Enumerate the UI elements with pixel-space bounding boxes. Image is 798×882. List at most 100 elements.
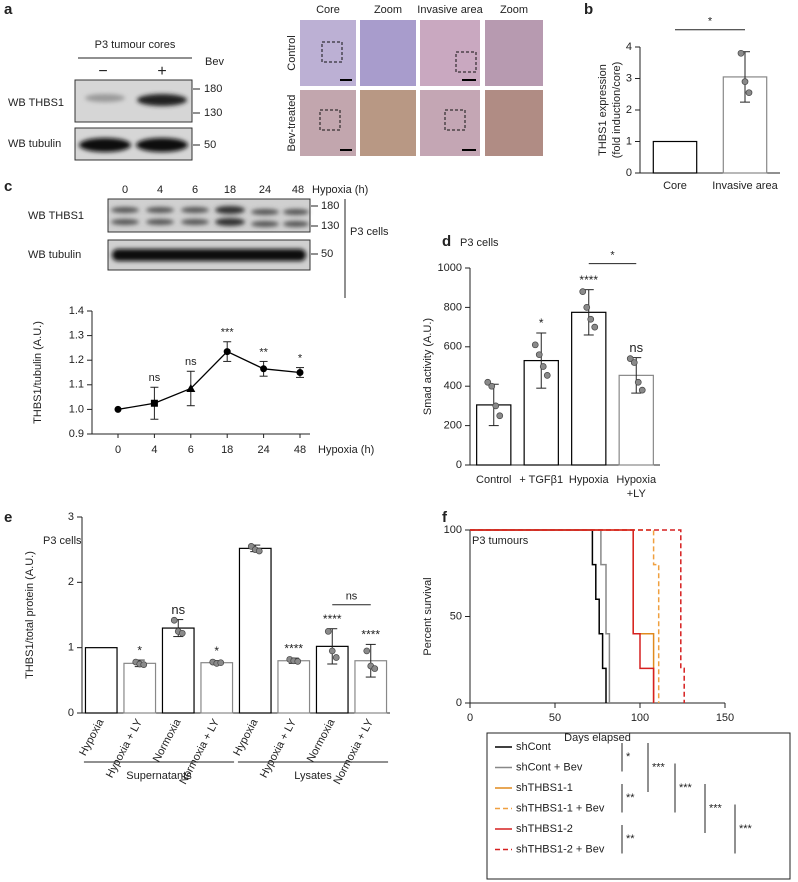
y-tick-label: 0 xyxy=(68,707,74,719)
data-point xyxy=(150,399,158,407)
x-tick-label: Normoxia xyxy=(151,716,184,764)
x-tick-label: Hypoxia + LY xyxy=(258,717,299,781)
chart-title: P3 tumours xyxy=(472,535,529,547)
data-point xyxy=(114,405,122,413)
bracket-label: * xyxy=(610,250,615,262)
data-point xyxy=(535,351,543,359)
x-tick-label: 50 xyxy=(549,712,561,724)
data-point xyxy=(178,629,186,637)
significance: * xyxy=(539,316,544,330)
legend-label: shTHBS1-2 + Bev xyxy=(516,843,605,855)
chart-title: P3 cells xyxy=(43,535,82,547)
significance: *** xyxy=(221,327,235,339)
legend-bracket-label: *** xyxy=(709,802,723,814)
data-point xyxy=(371,665,379,672)
legend-bracket-label: ** xyxy=(626,792,635,804)
zoom-box xyxy=(321,41,343,63)
chart-title: P3 cells xyxy=(460,237,499,249)
marker: 130 xyxy=(321,220,339,232)
bracket-label: * xyxy=(708,16,713,28)
histology-column: Zoom xyxy=(374,4,402,16)
y-tick-label: 1.0 xyxy=(69,403,84,415)
y-tick-label: 400 xyxy=(444,380,462,392)
data-line xyxy=(117,350,301,411)
panel-label: c xyxy=(4,178,12,195)
group-label: Supernatants xyxy=(126,770,192,782)
data-point xyxy=(488,382,496,390)
timepoint: 4 xyxy=(157,184,163,196)
blot-band xyxy=(79,138,131,152)
data-point xyxy=(296,369,304,376)
significance: **** xyxy=(284,641,303,655)
data-point xyxy=(737,49,745,57)
y-tick-label: 0.9 xyxy=(69,428,84,440)
x-tick-label: Control xyxy=(476,474,511,486)
y-tick-label: 1.3 xyxy=(69,330,84,342)
data-point xyxy=(583,304,591,311)
y-axis-label: Smad activity (A.U.) xyxy=(422,318,434,415)
x-tick-label: Normoxia xyxy=(305,716,338,764)
y-axis-label: THBS1 expression xyxy=(597,64,609,156)
y-tick-label: 100 xyxy=(444,524,462,536)
data-point xyxy=(745,89,753,97)
blot-band xyxy=(85,94,125,102)
y-axis-label: THBS1/tubulin (A.U.) xyxy=(32,321,44,424)
data-point xyxy=(492,402,500,410)
histology-column: Core xyxy=(316,4,340,16)
y-tick-label: 3 xyxy=(68,511,74,523)
micrograph xyxy=(300,90,356,156)
y-tick-label: 2 xyxy=(626,104,632,116)
bar xyxy=(123,662,157,714)
data-point xyxy=(484,378,492,386)
significance: * xyxy=(214,644,219,658)
blot-condition: Hypoxia (h) xyxy=(312,184,368,196)
y-tick-label: 3 xyxy=(626,72,632,84)
blot-row-label: WB tubulin xyxy=(8,138,61,150)
y-tick-label: 1 xyxy=(626,135,632,147)
x-tick-label: 100 xyxy=(631,712,649,724)
micrograph xyxy=(360,90,416,156)
bar xyxy=(161,627,195,714)
timepoint: 6 xyxy=(192,184,198,196)
marker: 50 xyxy=(204,139,216,151)
data-point xyxy=(170,616,178,624)
data-point xyxy=(217,659,225,667)
x-tick-label: 48 xyxy=(294,444,306,456)
y-tick-label: 1 xyxy=(68,642,74,654)
data-point xyxy=(363,647,371,655)
marker: 180 xyxy=(321,200,339,212)
data-point xyxy=(634,378,642,386)
timepoint: 18 xyxy=(224,184,236,196)
legend-bracket-label: *** xyxy=(679,782,693,794)
zoom-box xyxy=(455,51,477,73)
y-axis-label: (fold induction/core) xyxy=(611,62,623,159)
x-tick-label: 150 xyxy=(716,712,734,724)
survival-curve xyxy=(470,529,685,703)
y-tick-label: 600 xyxy=(444,341,462,353)
y-axis-label: Percent survival xyxy=(422,577,434,655)
blot-row-label: WB THBS1 xyxy=(28,210,84,222)
x-tick-label: Normoxia + LY xyxy=(331,717,376,787)
data-point xyxy=(332,654,340,661)
legend-label: shTHBS1-1 + Bev xyxy=(516,802,605,814)
x-tick-label: 6 xyxy=(188,444,194,456)
data-point xyxy=(543,372,551,379)
micrograph xyxy=(360,20,416,86)
data-point xyxy=(531,341,539,349)
x-axis-label: Days elapsed xyxy=(564,732,631,744)
y-axis-label: THBS1/total protein (A.U.) xyxy=(24,551,36,679)
significance: **** xyxy=(323,612,342,626)
timepoint: 24 xyxy=(259,184,271,196)
survival-curve xyxy=(470,529,611,703)
x-tick-label: + TGFβ1 xyxy=(519,474,563,486)
panel-label: f xyxy=(442,509,448,526)
timepoint: 0 xyxy=(122,184,128,196)
significance: **** xyxy=(579,273,598,287)
survival-curve xyxy=(470,529,660,703)
x-tick-label: Invasive area xyxy=(712,180,778,192)
blot-band xyxy=(112,249,306,261)
legend-box xyxy=(486,732,791,880)
marker: 130 xyxy=(204,107,222,119)
x-tick-label: 24 xyxy=(257,444,269,456)
data-point xyxy=(260,365,268,373)
